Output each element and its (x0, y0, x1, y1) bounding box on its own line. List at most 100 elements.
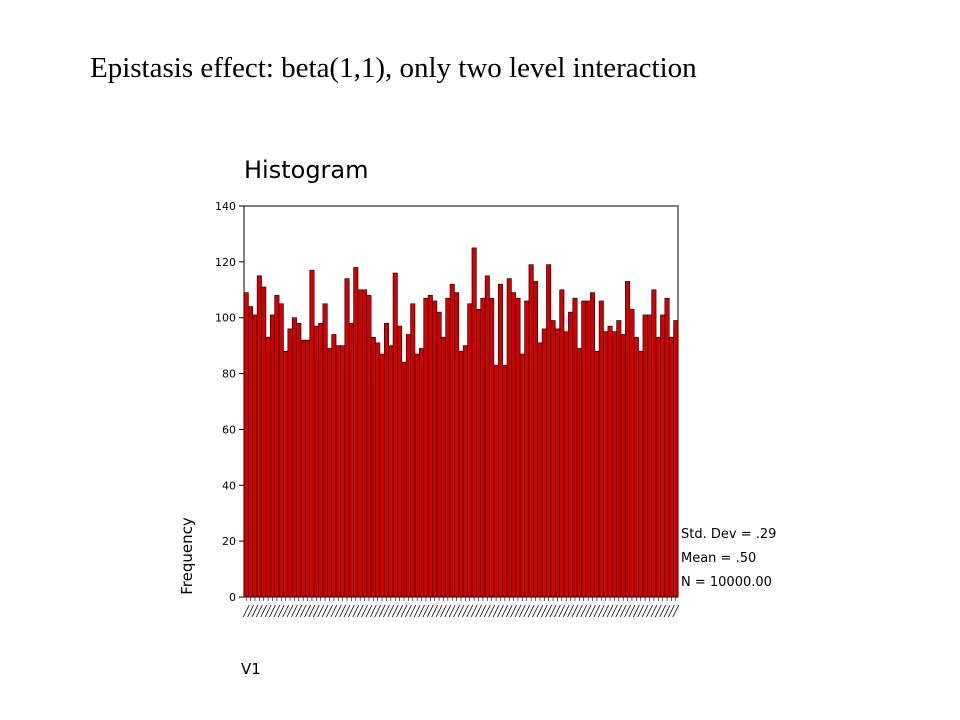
histogram-bar (576, 348, 582, 598)
x-tick-label-mark (554, 604, 561, 618)
y-tick-label: 60 (222, 423, 236, 436)
histogram-bar (309, 269, 315, 598)
histogram-bar (467, 303, 473, 598)
x-tick-label-mark (435, 604, 443, 618)
x-tick-label-mark (339, 604, 346, 618)
y-tick-label: 120 (215, 256, 236, 269)
x-tick-label-mark (483, 604, 491, 618)
histogram-bar (388, 345, 394, 598)
x-tick-label-mark (251, 604, 259, 618)
x-tick-label-mark (597, 604, 605, 618)
x-tick-label-mark (519, 604, 526, 618)
histogram-bar (362, 289, 368, 598)
x-tick-label-mark (505, 604, 513, 618)
histogram-bar (493, 364, 499, 598)
histogram-bar (305, 339, 311, 598)
x-tick-label-mark (378, 604, 386, 618)
histogram-bar (353, 267, 359, 598)
x-tick-label-mark (405, 604, 412, 618)
histogram-bar (300, 339, 306, 598)
x-tick-label-mark (527, 604, 535, 618)
x-tick-label-mark (501, 604, 509, 618)
x-tick-label-mark (584, 604, 592, 618)
histogram-bar (647, 314, 652, 598)
histogram-bar (458, 350, 464, 598)
histogram-bar (256, 275, 262, 598)
x-tick-label-mark (369, 604, 377, 618)
y-axis: 0 20 40 60 80 100 120 140 (215, 200, 244, 604)
chart-title: Histogram (244, 156, 369, 184)
histogram-bar (454, 292, 460, 598)
x-tick-label-mark (286, 604, 294, 618)
x-tick-label-mark (523, 604, 531, 618)
histogram-bar (563, 331, 569, 598)
y-tick-label: 100 (215, 312, 236, 325)
x-tick-label-mark (321, 604, 329, 618)
histogram-bar (278, 303, 284, 598)
x-tick-label-mark (562, 604, 570, 618)
histogram-bar (668, 336, 674, 598)
x-tick-label-mark (400, 604, 408, 618)
histogram-bar (660, 314, 666, 598)
x-tick-label-mark (641, 604, 649, 618)
x-tick-label-mark (470, 604, 478, 618)
histogram-bar (248, 306, 254, 598)
histogram-bar (419, 348, 425, 598)
histogram-bar (502, 364, 508, 598)
x-tick-label-mark (343, 604, 351, 618)
histogram-bar (432, 300, 438, 598)
y-tick-label: 80 (222, 368, 236, 381)
histogram-bar (243, 292, 249, 598)
y-axis-label: Frequency (178, 517, 196, 595)
histogram-bar (445, 297, 451, 598)
histogram-bar (550, 320, 556, 598)
x-tick-label-mark (264, 604, 272, 618)
histogram-bar (383, 322, 389, 598)
x-tick-label-mark (291, 604, 298, 618)
x-tick-label-mark (492, 604, 500, 618)
x-tick-label-mark (277, 604, 285, 618)
histogram-bar (392, 272, 398, 598)
x-tick-label-mark (396, 604, 403, 618)
slide-title: Epistasis effect: beta(1,1), only two le… (90, 52, 697, 84)
x-tick-label-mark (510, 604, 517, 618)
histogram-bar (313, 325, 319, 598)
x-tick-label-mark (654, 604, 662, 618)
x-tick-label-mark (589, 604, 596, 618)
x-tick-label-mark (299, 604, 307, 618)
histogram-bar (283, 350, 289, 598)
y-tick-label: 20 (222, 535, 236, 548)
histogram-bar (607, 325, 613, 598)
x-tick-label-mark (628, 604, 636, 618)
x-tick-label-mark (615, 604, 623, 618)
x-tick-label-mark (383, 604, 390, 618)
x-tick-label-mark (361, 604, 368, 618)
x-tick-label-mark (540, 604, 548, 618)
histogram-bar (590, 292, 596, 598)
x-tick-label-mark (532, 604, 539, 618)
x-tick-label-mark (466, 604, 474, 618)
histogram-bar (524, 300, 530, 598)
histogram-bar (546, 264, 552, 598)
stat-n: N = 10000.00 (681, 575, 772, 590)
bars-group (243, 205, 679, 598)
histogram-bar (274, 295, 280, 598)
x-tick-label-mark (558, 604, 566, 618)
histogram-bar (348, 322, 354, 598)
histogram-bar (533, 281, 539, 598)
x-tick-label-mark (304, 604, 311, 618)
x-tick-label-mark (571, 604, 579, 618)
histogram-bar (375, 342, 381, 598)
x-tick-label-mark (391, 604, 399, 618)
histogram-bar (340, 345, 346, 598)
histogram-bar (261, 286, 267, 598)
histogram-bar (497, 283, 503, 598)
x-tick-label-mark (545, 604, 553, 618)
histogram-bar (625, 281, 631, 598)
x-tick-label-mark (619, 604, 627, 618)
histogram-bar (673, 320, 679, 598)
histogram-bar (554, 328, 560, 598)
histogram-bar (568, 311, 574, 598)
histogram-bar (410, 303, 416, 598)
histogram-bar (651, 289, 657, 598)
